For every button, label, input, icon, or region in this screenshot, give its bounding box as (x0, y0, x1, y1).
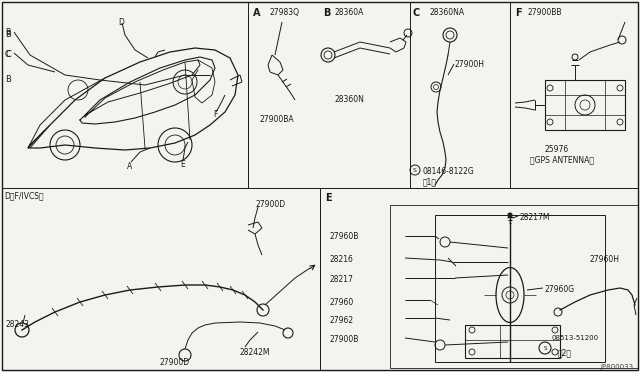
Text: A: A (253, 8, 260, 18)
Text: B: B (5, 30, 11, 39)
Text: 27962: 27962 (330, 316, 354, 325)
Text: 27900H: 27900H (455, 60, 485, 69)
Text: C: C (413, 8, 420, 18)
Bar (465, 325, 560, 358)
Text: （GPS ANTENNA）: （GPS ANTENNA） (530, 155, 594, 164)
Text: B: B (5, 28, 10, 37)
Text: E: E (325, 193, 332, 203)
Text: F: F (213, 110, 218, 119)
Text: S: S (543, 346, 547, 350)
Text: 27900B: 27900B (330, 335, 360, 344)
Text: 27900BA: 27900BA (260, 115, 294, 124)
Text: 27960B: 27960B (330, 232, 360, 241)
Text: 27983Q: 27983Q (270, 8, 300, 17)
Bar (390, 205, 638, 368)
Text: 27960: 27960 (330, 298, 355, 307)
Text: 28243: 28243 (5, 320, 29, 329)
Text: D〈F/IVCS〉: D〈F/IVCS〉 (4, 191, 44, 200)
Text: F: F (515, 8, 522, 18)
Bar (435, 215, 605, 362)
Text: C: C (5, 50, 11, 59)
Text: 27900D: 27900D (255, 200, 285, 209)
Text: 28217: 28217 (330, 275, 354, 284)
Text: （2）: （2） (558, 348, 572, 357)
Text: B: B (323, 8, 330, 18)
Text: S: S (413, 167, 417, 173)
Text: （1）: （1） (423, 177, 437, 186)
Text: 28360NA: 28360NA (430, 8, 465, 17)
Text: 27960G: 27960G (545, 285, 575, 294)
Text: 28217M: 28217M (520, 213, 550, 222)
Text: 08513-51200: 08513-51200 (552, 335, 599, 341)
Text: 28216: 28216 (330, 255, 354, 264)
Text: A: A (127, 162, 132, 171)
Circle shape (508, 213, 512, 217)
Text: E: E (180, 160, 185, 169)
Text: B: B (5, 75, 11, 84)
Text: D: D (118, 18, 124, 27)
Bar (545, 80, 625, 130)
Text: 27960H: 27960H (590, 255, 620, 264)
Text: 08146-8122G: 08146-8122G (423, 167, 475, 176)
Text: 28360N: 28360N (335, 95, 365, 104)
Text: 28360A: 28360A (335, 8, 364, 17)
Text: 27900D: 27900D (160, 358, 190, 367)
Text: 25976: 25976 (545, 145, 569, 154)
Text: 28242M: 28242M (240, 348, 271, 357)
Text: C: C (5, 50, 10, 59)
Text: 27900BB: 27900BB (528, 8, 563, 17)
Text: JP800033: JP800033 (601, 364, 634, 370)
